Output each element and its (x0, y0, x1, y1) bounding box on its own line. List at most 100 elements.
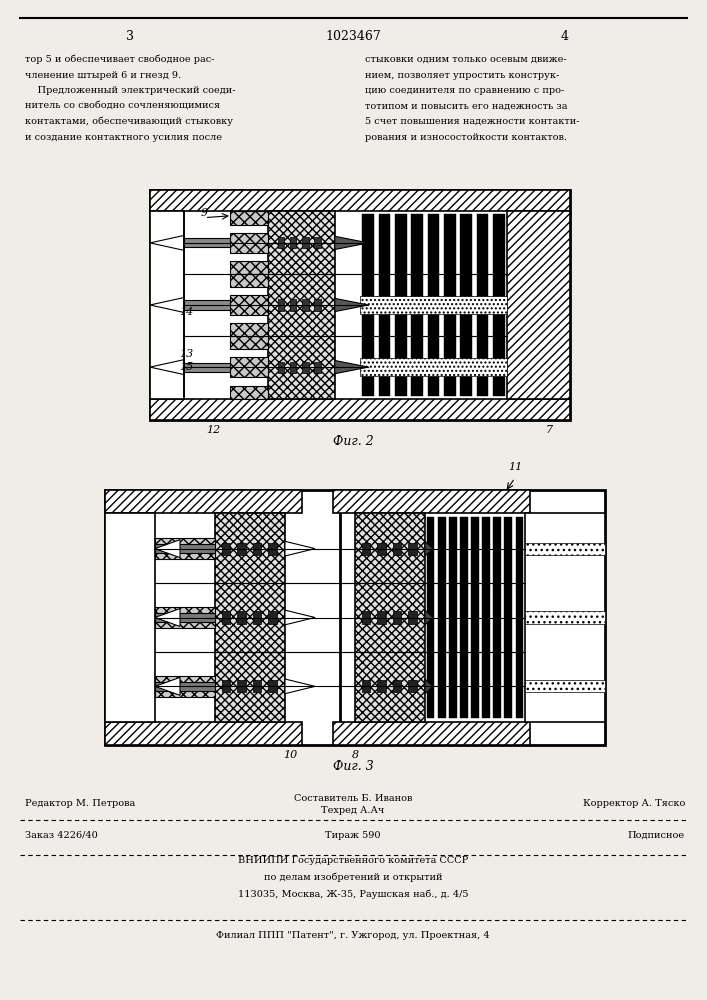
Text: рования и износостойкости контактов.: рования и износостойкости контактов. (365, 132, 567, 141)
Bar (408, 680, 416, 692)
Bar (238, 611, 246, 624)
Text: Техред А.Ач: Техред А.Ач (322, 806, 385, 815)
Bar (155, 607, 215, 628)
Text: тор 5 и обеспечивает свободное рас-: тор 5 и обеспечивает свободное рас- (25, 55, 214, 64)
Text: 13: 13 (180, 349, 194, 359)
Bar (477, 214, 489, 396)
Bar (444, 214, 455, 396)
Bar (105, 513, 155, 722)
Bar (333, 722, 530, 745)
Bar (482, 517, 490, 718)
Bar (493, 517, 501, 718)
Text: 10: 10 (283, 750, 297, 760)
Bar (438, 517, 445, 718)
Text: 113035, Москва, Ж-35, Раушская наб., д. 4/5: 113035, Москва, Ж-35, Раушская наб., д. … (238, 890, 468, 899)
Polygon shape (335, 236, 368, 250)
Text: контактами, обеспечивающий стыковку: контактами, обеспечивающий стыковку (25, 117, 233, 126)
Text: 15: 15 (180, 362, 194, 372)
Text: цию соединителя по сравнению с про-: цию соединителя по сравнению с про- (365, 86, 564, 95)
Bar (230, 357, 268, 377)
Bar (105, 490, 302, 513)
Bar (525, 513, 605, 722)
Bar (493, 214, 505, 396)
Text: 4: 4 (561, 30, 569, 43)
Bar (449, 517, 457, 718)
Bar (230, 211, 268, 225)
Bar (395, 214, 407, 396)
Bar (253, 543, 261, 555)
Text: 7: 7 (545, 425, 553, 435)
Text: Предложенный электрический соеди-: Предложенный электрический соеди- (25, 86, 235, 95)
Bar (378, 680, 386, 692)
Bar (525, 680, 605, 692)
Bar (525, 611, 605, 624)
Polygon shape (150, 298, 184, 312)
Text: 1023467: 1023467 (325, 30, 381, 43)
Bar (253, 680, 261, 692)
Bar (238, 543, 246, 555)
Bar (515, 517, 523, 718)
Text: Фиг. 3: Фиг. 3 (332, 760, 373, 773)
Bar (222, 611, 230, 624)
Bar (393, 611, 401, 624)
Text: Подписное: Подписное (628, 831, 685, 840)
Bar (105, 490, 345, 745)
Text: по делам изобретений и открытий: по делам изобретений и открытий (264, 872, 443, 882)
Text: 8: 8 (351, 750, 358, 760)
Text: тотипом и повысить его надежность за: тотипом и повысить его надежность за (365, 102, 568, 110)
Bar (408, 611, 416, 624)
Bar (278, 362, 284, 373)
Bar (184, 300, 230, 310)
Bar (278, 237, 284, 248)
Bar (314, 299, 321, 311)
Polygon shape (155, 677, 180, 695)
Polygon shape (150, 236, 184, 250)
Bar (411, 214, 423, 396)
Text: Редактор М. Петрова: Редактор М. Петрова (25, 799, 135, 808)
Polygon shape (155, 540, 180, 558)
Bar (525, 543, 605, 555)
Text: 9: 9 (200, 208, 208, 218)
Bar (184, 238, 230, 247)
Bar (155, 682, 215, 691)
Polygon shape (335, 298, 368, 312)
Bar (268, 680, 276, 692)
Bar (155, 538, 215, 559)
Bar (362, 611, 370, 624)
Bar (215, 513, 285, 722)
Bar (253, 611, 261, 624)
Bar (378, 611, 386, 624)
Bar (460, 214, 472, 396)
Polygon shape (335, 360, 368, 374)
Bar (105, 722, 302, 745)
Polygon shape (285, 541, 315, 556)
Bar (290, 362, 296, 373)
Bar (268, 211, 335, 399)
Text: 3: 3 (126, 30, 134, 43)
Text: Фиг. 2: Фиг. 2 (332, 435, 373, 448)
Bar (302, 237, 308, 248)
Bar (155, 676, 215, 697)
Bar (230, 233, 268, 253)
Bar (302, 362, 308, 373)
Bar (379, 214, 390, 396)
Bar (150, 211, 184, 399)
Bar (507, 211, 570, 399)
Text: и создание контактного усилия после: и создание контактного усилия после (25, 132, 222, 141)
Bar (230, 323, 268, 349)
Bar (230, 295, 268, 315)
Polygon shape (425, 541, 433, 556)
Polygon shape (155, 609, 180, 626)
Polygon shape (425, 610, 433, 625)
Bar (340, 490, 605, 745)
Bar (302, 299, 308, 311)
Text: Тираж 590: Тираж 590 (325, 831, 381, 840)
Bar (230, 385, 268, 399)
Bar (393, 543, 401, 555)
Bar (290, 299, 296, 311)
Polygon shape (425, 679, 433, 694)
Bar (393, 680, 401, 692)
Polygon shape (150, 360, 184, 374)
Bar (238, 680, 246, 692)
Bar (155, 544, 215, 553)
